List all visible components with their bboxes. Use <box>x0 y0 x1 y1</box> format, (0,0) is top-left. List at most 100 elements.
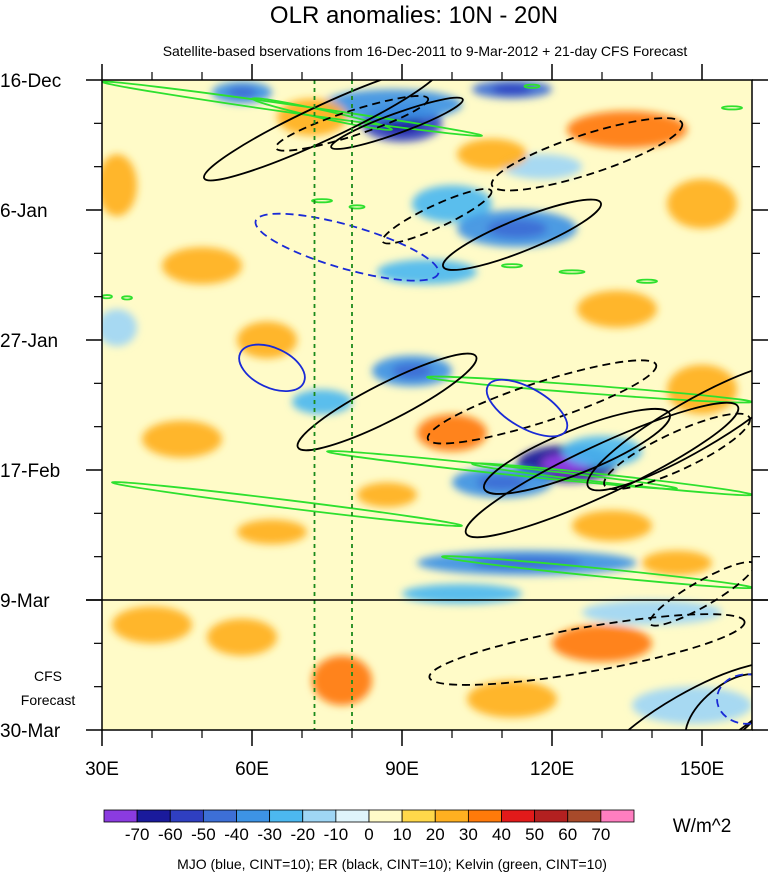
kelvin-contour <box>441 555 752 590</box>
anomaly-blob-core <box>477 474 527 491</box>
er-contour <box>490 117 684 192</box>
y-tick-label: 30-Mar <box>0 721 61 742</box>
anomaly-blob <box>277 98 347 136</box>
x-tick-label: 30E <box>85 759 119 780</box>
anomaly-blob <box>237 519 307 545</box>
x-tick-label: 150E <box>680 759 724 780</box>
er-contour <box>684 673 752 730</box>
plot-background <box>102 80 752 730</box>
er-contour <box>296 352 478 452</box>
anomaly-blob <box>412 185 492 223</box>
kelvin-contour-segment <box>121 295 133 301</box>
anomaly-blob <box>402 583 522 604</box>
anomaly-blob <box>582 600 722 625</box>
anomaly-blob <box>102 309 137 347</box>
kelvin-contour-segment <box>523 83 541 89</box>
kelvin-contour <box>102 80 483 137</box>
anomaly-blob <box>312 655 372 706</box>
anomaly-blob <box>577 290 657 328</box>
er-contour <box>442 198 602 271</box>
colorbar-tick-label: -70 <box>125 825 150 844</box>
colorbar-tick-label: 40 <box>492 825 511 844</box>
anomaly-blob-core <box>487 219 547 238</box>
anomaly-blob <box>642 550 712 576</box>
colorbar-swatch <box>401 809 436 823</box>
colorbar-tick-label: 70 <box>591 825 610 844</box>
colorbar-swatch <box>302 809 337 823</box>
y-tick-label: 6-Jan <box>0 201 48 222</box>
er-contour <box>428 613 746 686</box>
colorbar-swatch <box>534 809 569 823</box>
colorbar-swatch <box>467 809 502 823</box>
er-contour <box>426 359 658 445</box>
anomaly-blob <box>572 510 652 542</box>
anomaly-blob-core <box>492 84 532 94</box>
er-contour <box>274 95 430 152</box>
colorbar: -70 -60 -50 -40 -30 -20 -10 0 10 20 30 40 50 60 70 <box>103 809 635 844</box>
er-contour <box>648 561 752 627</box>
er-contour <box>330 96 464 150</box>
colorbar-tick-label: 10 <box>393 825 412 844</box>
colorbar-tick-label: -10 <box>324 825 349 844</box>
anomaly-blob <box>142 420 222 458</box>
anomaly-blob <box>292 389 352 415</box>
x-tick-label: 60E <box>235 759 269 780</box>
kelvin-contour <box>251 97 393 131</box>
kelvin-contour-segment <box>721 105 743 111</box>
kelvin-contour <box>471 462 752 497</box>
colorbar-tick-label: 0 <box>364 825 373 844</box>
colorbar-swatch <box>567 809 602 823</box>
colorbar-swatch <box>202 809 237 823</box>
anomaly-blob <box>552 624 652 662</box>
anomaly-blob <box>112 606 192 644</box>
colorbar-swatch <box>600 809 635 823</box>
anomaly-blob <box>457 138 527 170</box>
mjo-contour <box>485 378 569 438</box>
chart-title: OLR anomalies: 10N - 20N <box>270 2 558 29</box>
colorbar-swatch <box>368 809 403 823</box>
colorbar-swatch <box>136 809 171 823</box>
y-axis: 16-Dec 6-Jan 27-Jan 17-Feb 9-Mar 30-Mar <box>0 71 768 742</box>
anomaly-blob <box>417 414 487 452</box>
anomaly-blob <box>162 247 242 285</box>
colorbar-swatch <box>169 809 204 823</box>
colorbar-swatch <box>434 809 469 823</box>
colorbar-tick-label: -50 <box>191 825 216 844</box>
mjo-contour <box>254 212 440 282</box>
chart-subtitle: Satellite-based bservations from 16-Dec-… <box>163 43 688 59</box>
er-contours <box>203 80 752 730</box>
colorbar-tick-label: -60 <box>158 825 183 844</box>
y-tick-label: 17-Feb <box>0 461 60 482</box>
mjo-contour <box>716 673 752 725</box>
anomaly-blob <box>632 686 752 724</box>
er-contour <box>381 187 493 245</box>
anomaly-blob <box>237 321 297 359</box>
kelvin-contour-segment <box>636 278 658 284</box>
colorbar-swatch <box>335 809 370 823</box>
colorbar-tick-label: -20 <box>290 825 315 844</box>
colorbar-swatch <box>501 809 536 823</box>
anomaly-blob-core <box>227 86 257 98</box>
mjo-contours <box>238 212 752 725</box>
contour-legend: MJO (blue, CINT=10); ER (black, CINT=10)… <box>177 856 607 872</box>
y-tick-label: 16-Dec <box>0 71 61 92</box>
colorbar-tick-label: 50 <box>525 825 544 844</box>
anomaly-blob <box>102 154 137 217</box>
forecast-label-line2: Forecast <box>21 692 76 708</box>
kelvin-contour-segment <box>558 269 586 275</box>
kelvin-contour-segment <box>102 294 113 300</box>
anomaly-blob <box>467 680 557 718</box>
colorbar-units: W/m^2 <box>673 816 732 837</box>
er-contour <box>603 412 751 491</box>
x-axis: 30E 60E 90E 120E 150E <box>85 64 724 780</box>
er-contour <box>483 408 671 495</box>
y-tick-label: 27-Jan <box>0 331 58 352</box>
colorbar-tick-label: 20 <box>426 825 445 844</box>
colorbar-swatch <box>269 809 304 823</box>
kelvin-contour-segment <box>311 198 333 204</box>
mjo-contour <box>238 343 306 393</box>
colorbar-tick-label: -40 <box>224 825 249 844</box>
er-contour <box>594 661 752 730</box>
colorbar-tick-label: 60 <box>558 825 577 844</box>
